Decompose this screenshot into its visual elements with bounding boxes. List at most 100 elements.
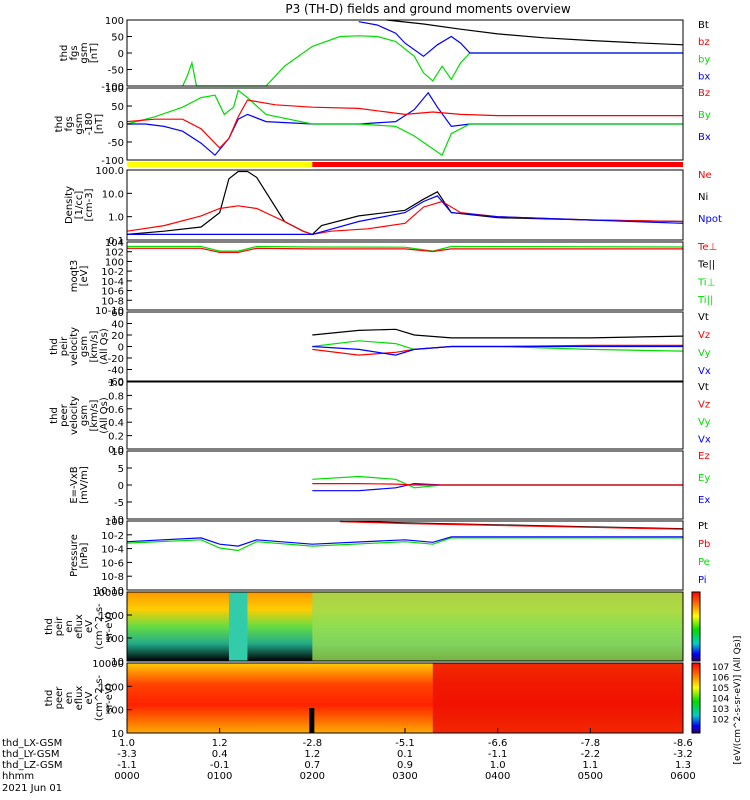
x-tick-label: 1.2 (212, 738, 228, 749)
y-axis-label: [mV/m] (79, 466, 90, 504)
x-tick-label: 1.3 (675, 760, 691, 771)
series-Pi (126, 536, 683, 547)
panel-1: 100 50 0 -50 -100 thd fgs gsm [nT] Bt bz by bx (59, 16, 710, 93)
panel-2: 100 50 0 -50 -100 thd fgs gsm -180 [nT] Bz By Bx (54, 84, 711, 167)
legend-Vy: Vy (698, 348, 711, 359)
y-axis-label: en (64, 692, 75, 705)
y-tick-label: 10-4 (101, 545, 124, 556)
legend-Pi: Pi (698, 575, 707, 586)
x-tick-label: -7.8 (581, 738, 601, 749)
series-Vx (312, 345, 683, 356)
legend-Ez: Ez (698, 451, 710, 462)
y-tick-label: 0 (118, 481, 124, 492)
panel-10: 10000 1000 100 10 thd peer en eflux eV (cm^2-s-sr… (44, 659, 684, 740)
y-tick-label: 10-4 (101, 277, 124, 288)
y-tick-label: 20 (111, 331, 124, 342)
series-Ti (127, 245, 684, 252)
y-axis-label: Pressure (69, 534, 80, 577)
y-tick-label: 1.0 (108, 378, 124, 389)
y-axis-label: thd (54, 116, 65, 133)
series-Npot (127, 195, 684, 235)
y-axis-label: fgs (69, 45, 80, 60)
y-tick-label: -60 (108, 377, 124, 388)
x-tick-label: 0300 (392, 771, 417, 782)
legend-Ey: Ey (698, 473, 710, 484)
x-tick-label: 0000 (114, 771, 139, 782)
x-row-label: hhmm (2, 771, 34, 782)
y-tick-label: 10-2 (101, 531, 124, 542)
panel-7: 10 5 0 -5 -10 E=-VxB [mV/m] Ez Ey Ex (69, 447, 710, 526)
x-tick-label: -8.6 (673, 738, 693, 749)
x-axis-labels: thd_LX-GSM 1.0 1.2 -2.8 -5.1 -6.6 -7.8 -8.6thd_… (2, 728, 696, 794)
y-tick-label: 100 (105, 257, 124, 268)
y-axis-label: eV (84, 620, 95, 633)
legend-Vt: Vt (698, 312, 709, 323)
y-tick-label: 100 (105, 706, 124, 717)
y-axis-label: thd (59, 45, 70, 62)
y-axis-label: [eV] (79, 266, 90, 287)
date-label: 2021 Jun 01 (2, 783, 62, 794)
y-tick-label: 10-8 (101, 296, 124, 307)
panel-frame (126, 381, 684, 450)
series-Ez (312, 483, 683, 486)
y-axis-label: [nT] (94, 114, 105, 134)
y-axis-label: (cm^2-s- (94, 603, 105, 650)
spectrogram-region (312, 592, 683, 661)
x-tick-label: 1.2 (304, 749, 320, 760)
legend-Vx: Vx (698, 434, 711, 445)
y-tick-label: 50 (111, 33, 124, 44)
y-axis-label: velocity (69, 396, 80, 435)
panel-frame (126, 169, 684, 241)
y-tick-label: -20 (108, 354, 124, 365)
y-tick-label: -100 (101, 156, 124, 167)
region-segment (312, 162, 683, 167)
series-bx (358, 21, 683, 58)
region-bar (127, 162, 683, 167)
y-axis-label: eflux (74, 614, 85, 639)
y-axis-label: [cm-3] (84, 188, 95, 221)
y-tick-label: 0.4 (108, 418, 124, 429)
series-Pt (340, 520, 684, 530)
y-tick-label: 1.0 (108, 213, 124, 224)
spectrogram-region (432, 663, 683, 733)
x-tick-label: -1.1 (488, 749, 508, 760)
y-tick-label: -5 (114, 498, 124, 509)
series-Bx (127, 91, 683, 157)
colorbar-label: [eV/(cm^2-s-sr-eV)] (All Qs)] (733, 636, 743, 765)
x-tick-label: 1.1 (582, 760, 598, 771)
series-by (182, 35, 683, 87)
legend-Pt: Pt (698, 521, 708, 532)
y-tick-label: 0.2 (108, 432, 124, 443)
x-tick-label: 0400 (485, 771, 510, 782)
y-tick-label: 10000 (92, 588, 124, 599)
y-tick-label: 10-2 (101, 267, 124, 278)
x-row-label: thd_LX-GSM (2, 738, 62, 749)
y-axis-label: [nPa] (79, 542, 90, 568)
x-tick-label: 0100 (207, 771, 232, 782)
series-Ey (312, 475, 683, 489)
x-tick-label: 0.9 (397, 760, 413, 771)
x-tick-label: 0500 (578, 771, 603, 782)
legend-Vz: Vz (698, 330, 710, 341)
y-axis-label: gsm (79, 42, 90, 63)
series-By (126, 89, 683, 157)
x-tick-label: 0200 (300, 771, 325, 782)
x-tick-label: -2.8 (303, 738, 323, 749)
y-axis-label: thd (49, 407, 60, 424)
colorbar-electron (691, 662, 701, 734)
x-tick-label: 1.0 (490, 760, 506, 771)
y-tick-label: -100 (101, 82, 124, 93)
y-tick-label: 10-6 (101, 287, 124, 298)
colorbar-tick: 106 (712, 674, 729, 684)
panel-3: 100.0 10.0 1.0 0.1 Density [1/cc] [cm-3] Ne Ni Np… (64, 166, 722, 247)
legend-Ti||: Ti|| (697, 295, 713, 306)
legend-Vy: Vy (698, 417, 711, 428)
colorbar-ion (691, 591, 701, 662)
y-axis-label: gsm (79, 405, 90, 426)
x-tick-label: 1.0 (119, 738, 135, 749)
y-tick-label: 50 (111, 102, 124, 113)
y-tick-label: 10 (111, 447, 124, 458)
